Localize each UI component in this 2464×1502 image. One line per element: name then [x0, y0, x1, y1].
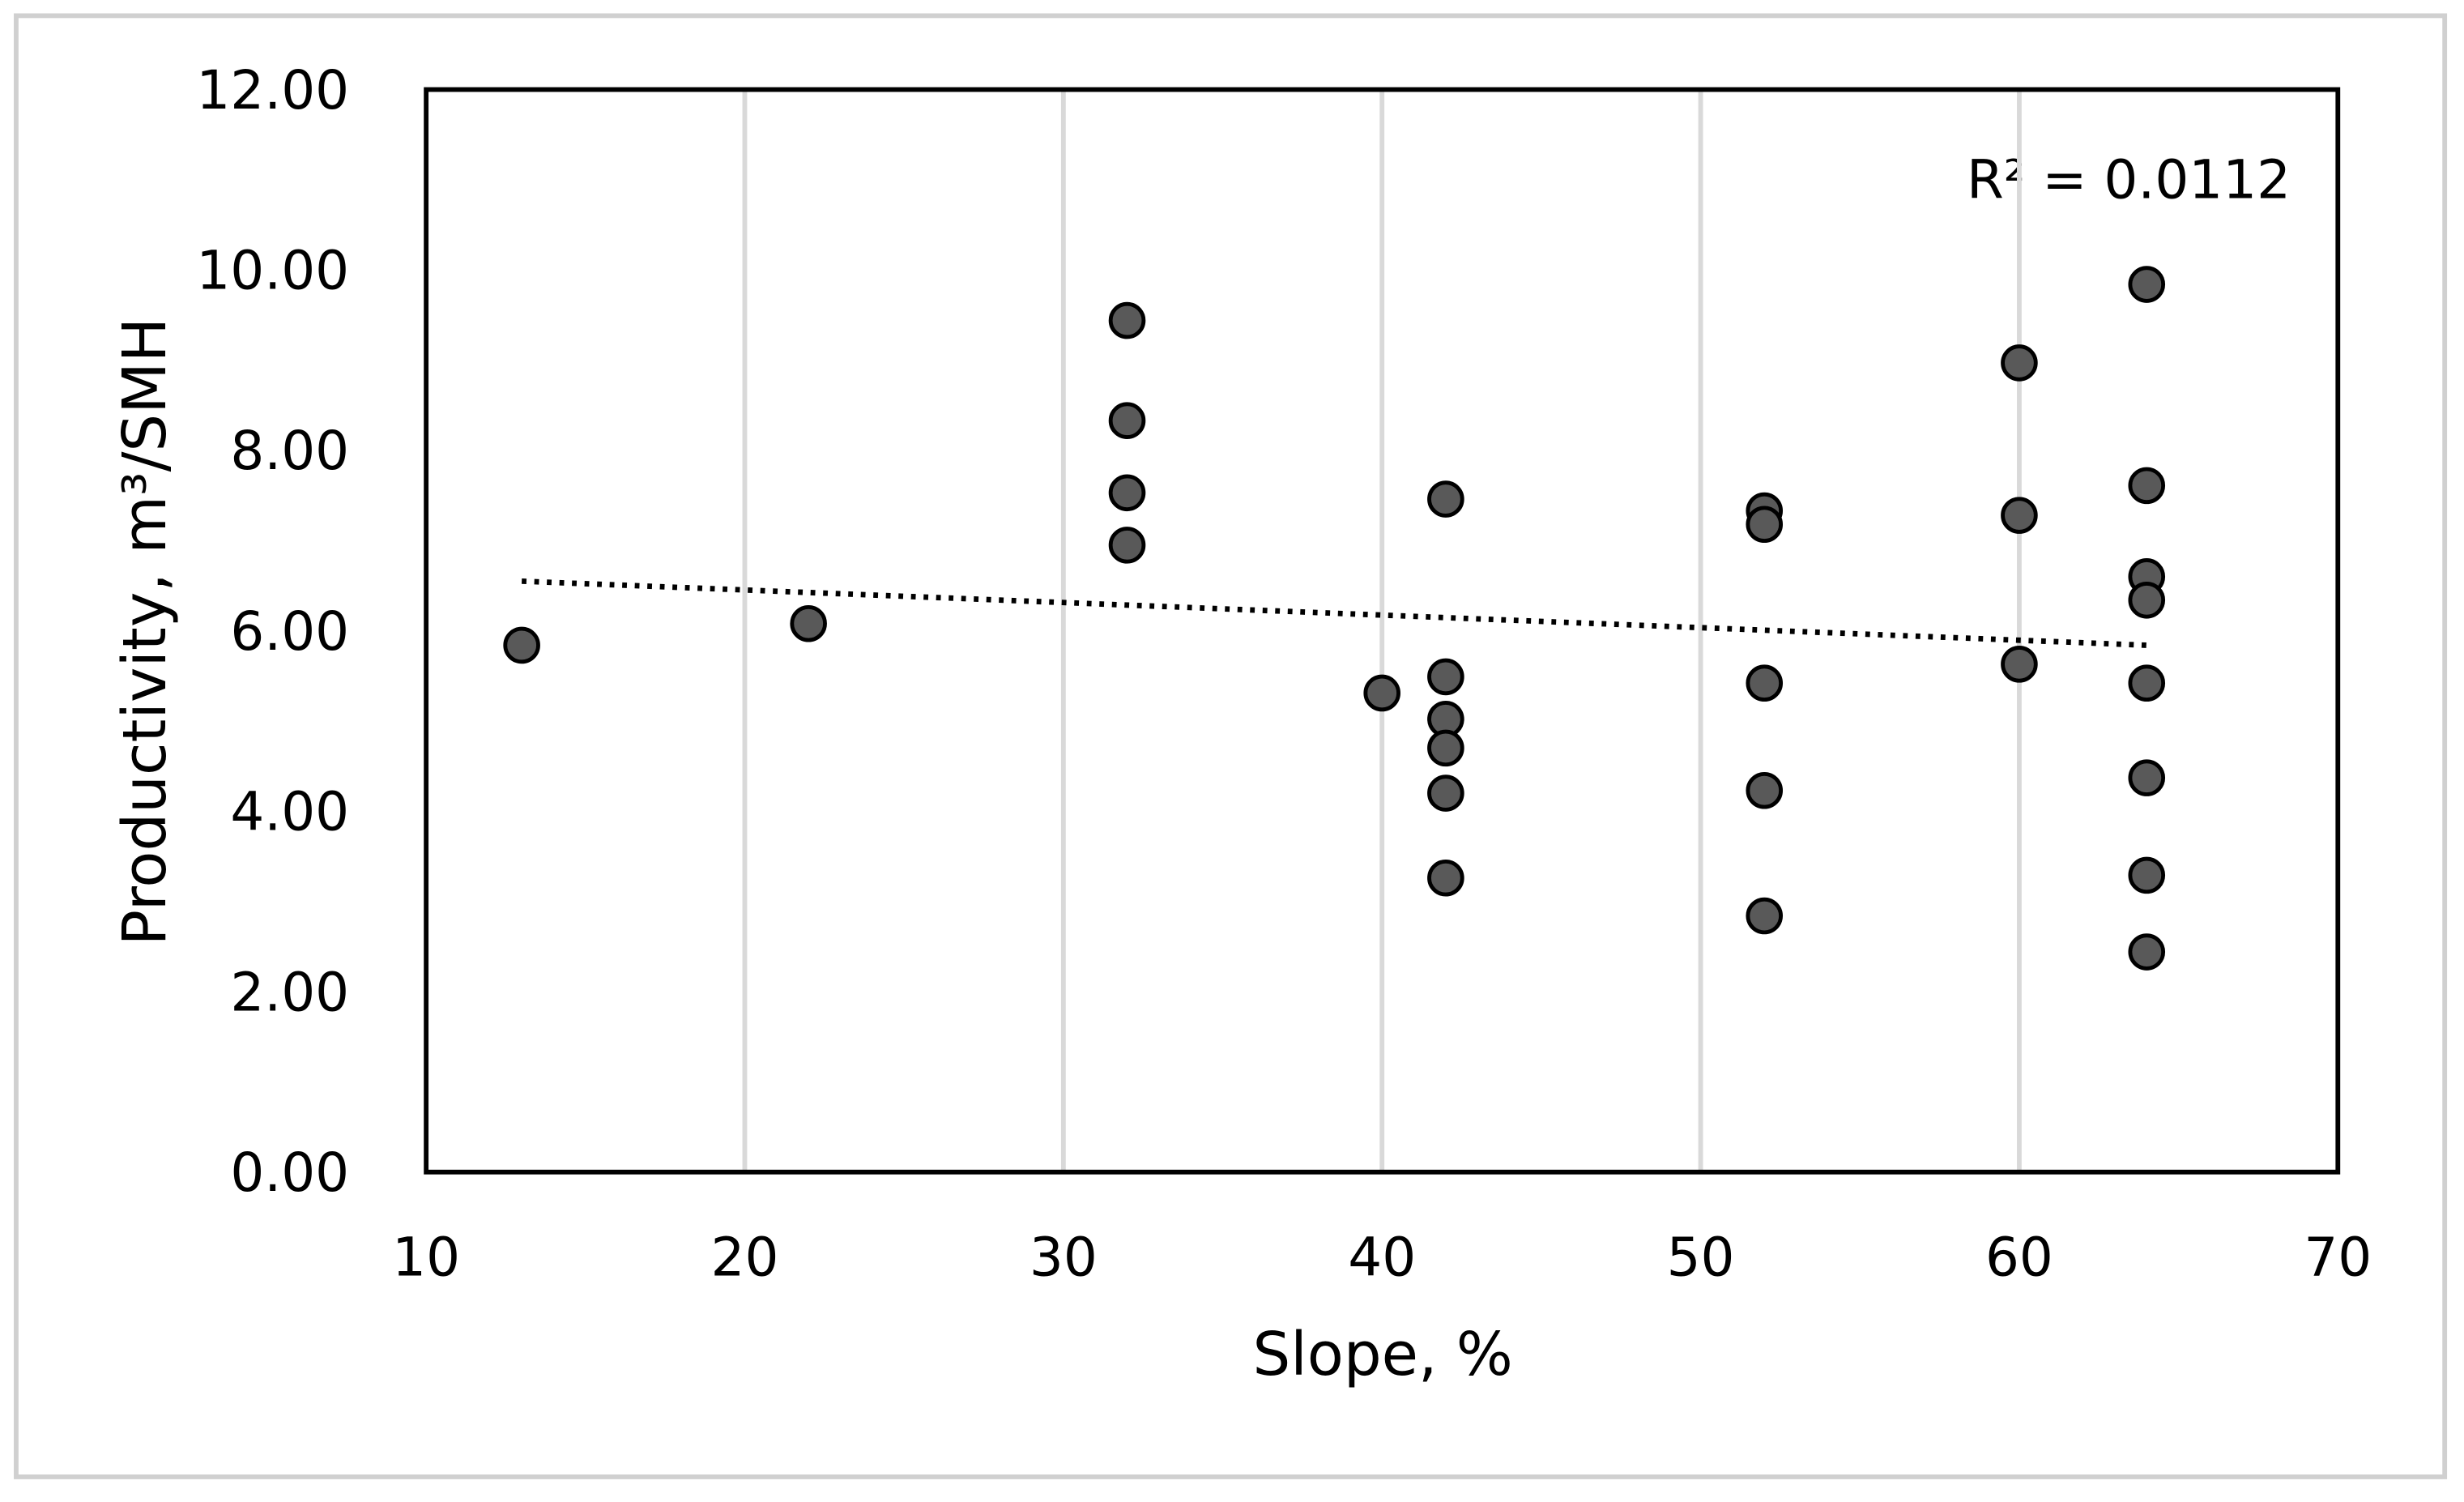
data-point — [1427, 480, 1464, 518]
data-point — [1108, 474, 1146, 512]
data-point — [1108, 301, 1146, 339]
y-tick-label: 6.00 — [230, 600, 349, 663]
chart-frame — [14, 13, 2448, 1479]
y-tick-label: 10.00 — [196, 240, 349, 302]
data-point — [1746, 897, 1784, 935]
data-point — [2128, 933, 2166, 971]
data-point — [1108, 527, 1146, 564]
data-point — [2128, 266, 2166, 303]
data-point — [2128, 581, 2166, 619]
x-axis-title: Slope, % — [1253, 1321, 1513, 1389]
data-point — [1746, 506, 1784, 544]
data-point — [1427, 729, 1464, 767]
r-squared-annotation: R² = 0.0112 — [1967, 148, 2291, 211]
y-tick-label: 0.00 — [230, 1141, 349, 1204]
y-tick-label: 2.00 — [230, 961, 349, 1023]
data-point — [2001, 646, 2038, 683]
y-axis-title: Productivity, m³/SMH — [111, 318, 180, 946]
data-point — [1363, 674, 1400, 712]
data-point — [2128, 856, 2166, 894]
x-tick-label: 30 — [1030, 1227, 1098, 1289]
data-point — [1746, 771, 1784, 809]
data-point — [790, 604, 827, 642]
x-tick-label: 40 — [1348, 1227, 1416, 1289]
data-point — [2128, 664, 2166, 702]
data-point — [2128, 759, 2166, 796]
x-tick-label: 10 — [392, 1227, 460, 1289]
data-point — [1427, 658, 1464, 696]
data-point — [2128, 467, 2166, 505]
plot-area — [424, 87, 2341, 1175]
y-tick-label: 12.00 — [196, 59, 349, 122]
x-tick-label: 60 — [1985, 1227, 2053, 1289]
data-point — [1746, 664, 1784, 702]
data-point — [503, 626, 540, 664]
data-point — [1108, 402, 1146, 439]
y-tick-label: 4.00 — [230, 781, 349, 843]
data-point — [2001, 344, 2038, 382]
x-tick-label: 20 — [711, 1227, 779, 1289]
data-point — [1427, 859, 1464, 897]
data-point — [1427, 774, 1464, 812]
x-tick-label: 70 — [2304, 1227, 2372, 1289]
x-tick-label: 50 — [1667, 1227, 1735, 1289]
y-tick-label: 8.00 — [230, 420, 349, 482]
data-point — [2001, 497, 2038, 534]
